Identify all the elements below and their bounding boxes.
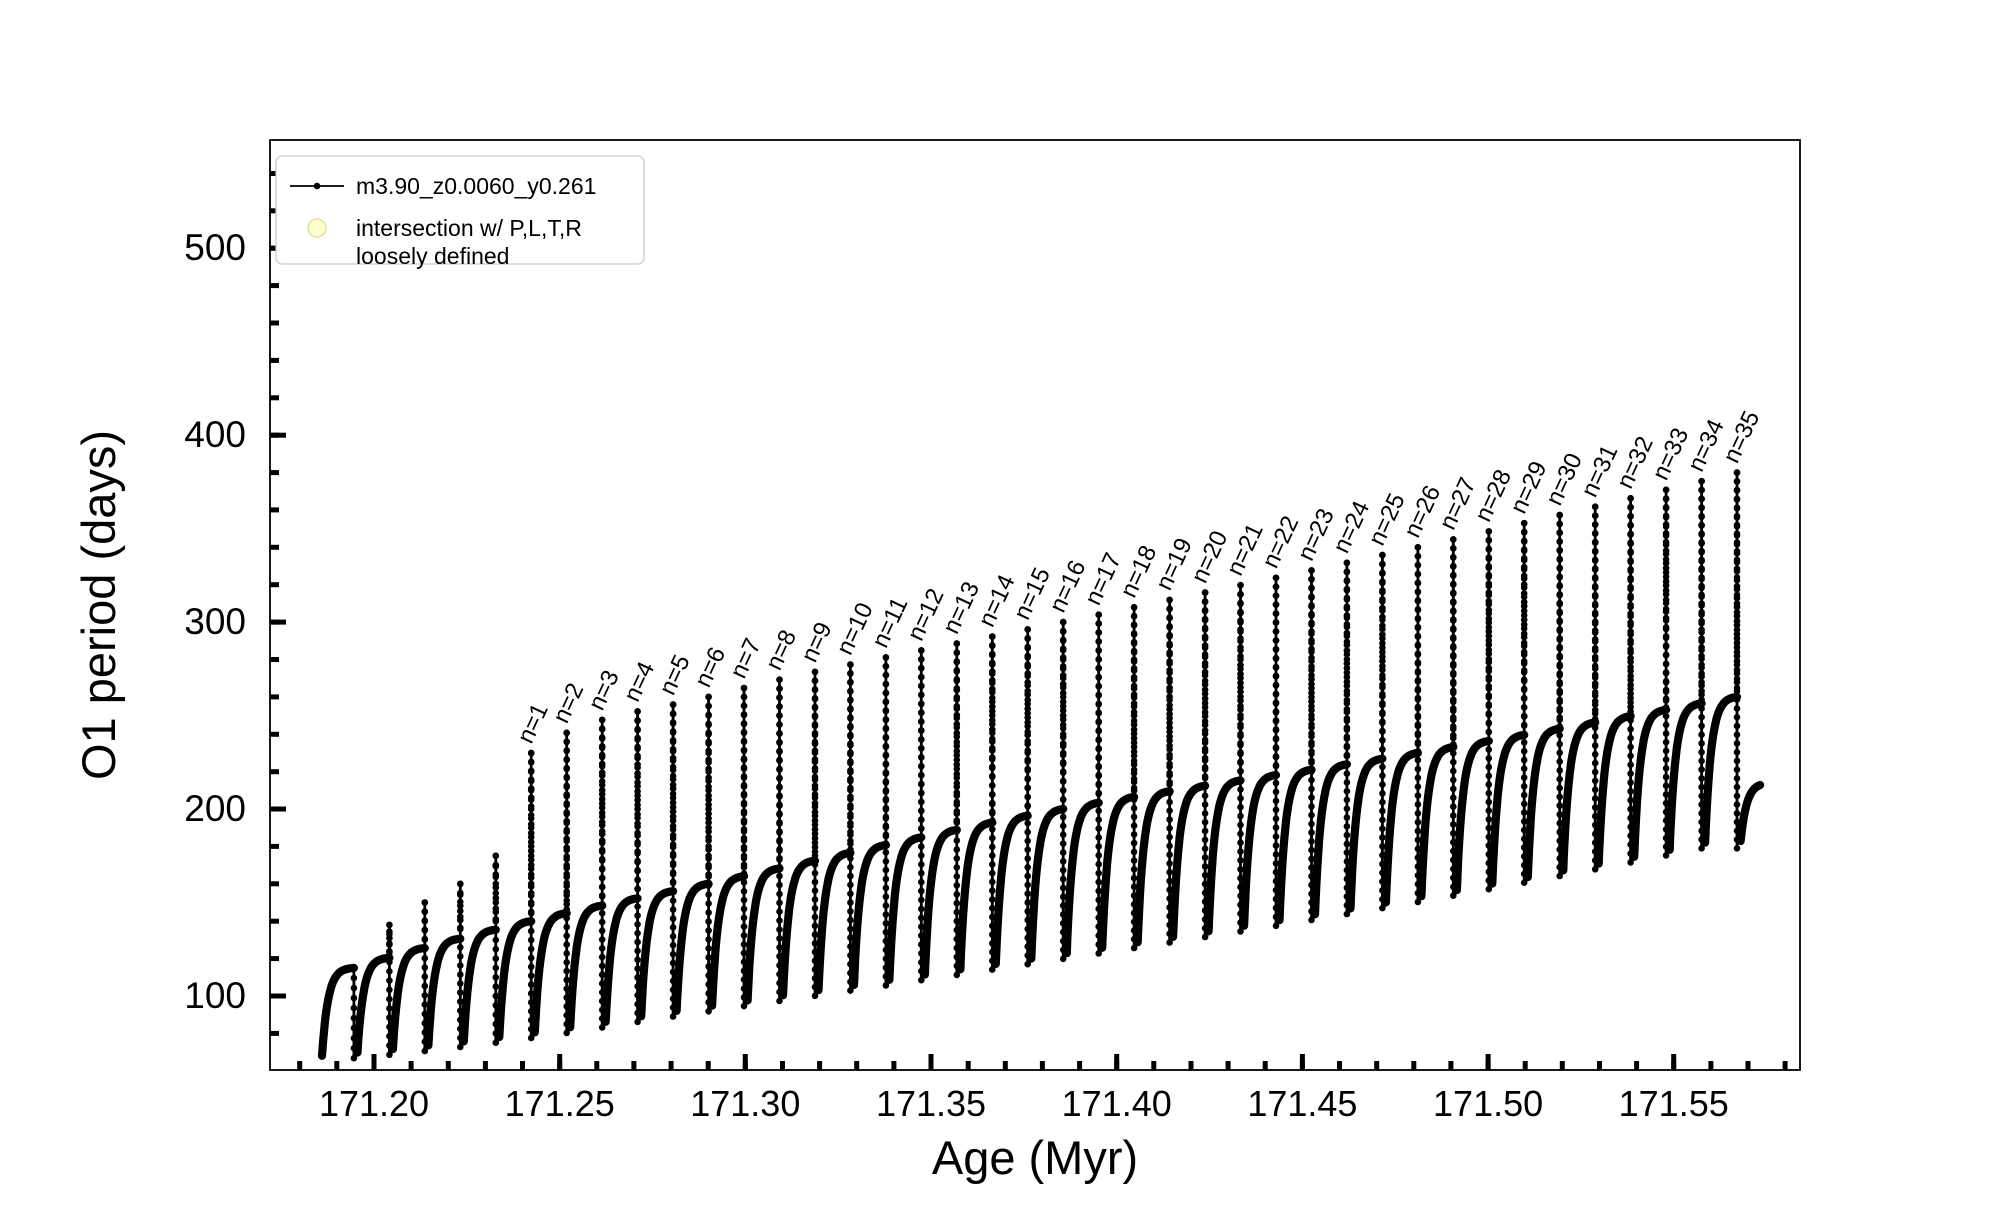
svg-text:intersection w/ P,L,T,R: intersection w/ P,L,T,R xyxy=(356,215,582,241)
svg-text:O1 period (days): O1 period (days) xyxy=(72,430,125,780)
svg-text:200: 200 xyxy=(184,788,246,829)
svg-text:171.45: 171.45 xyxy=(1247,1083,1357,1124)
svg-text:171.20: 171.20 xyxy=(319,1083,429,1124)
svg-text:171.55: 171.55 xyxy=(1619,1083,1729,1124)
svg-text:300: 300 xyxy=(184,601,246,642)
svg-text:171.35: 171.35 xyxy=(876,1083,986,1124)
svg-text:171.40: 171.40 xyxy=(1062,1083,1172,1124)
svg-text:171.25: 171.25 xyxy=(505,1083,615,1124)
svg-text:500: 500 xyxy=(184,227,246,268)
svg-text:171.30: 171.30 xyxy=(690,1083,800,1124)
svg-text:loosely defined: loosely defined xyxy=(356,243,509,269)
svg-text:Age (Myr): Age (Myr) xyxy=(932,1131,1138,1184)
svg-text:m3.90_z0.0060_y0.261: m3.90_z0.0060_y0.261 xyxy=(356,173,596,199)
svg-text:400: 400 xyxy=(184,414,246,455)
svg-text:100: 100 xyxy=(184,975,246,1016)
svg-text:171.50: 171.50 xyxy=(1433,1083,1543,1124)
